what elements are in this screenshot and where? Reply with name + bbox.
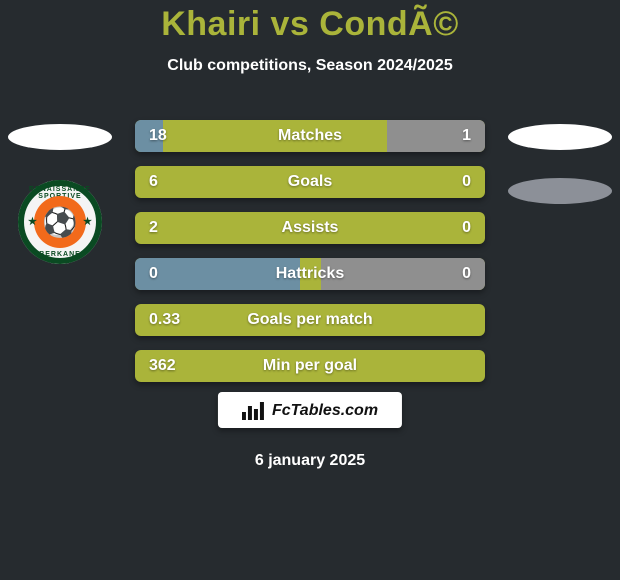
- star-icon: ★: [28, 217, 37, 228]
- stat-bar-value-left: 6: [149, 166, 158, 198]
- stat-bar: Min per goal362: [135, 350, 485, 382]
- club-badge: RENAISSANCE SPORTIVE ⚽ BERKANE ★ ★: [18, 180, 102, 264]
- stat-bar-label: Min per goal: [135, 350, 485, 382]
- soccer-ball-icon: ⚽: [42, 205, 78, 240]
- star-icon: ★: [83, 217, 92, 228]
- team-right-shape-1: [508, 124, 612, 150]
- stat-bar: Goals per match0.33: [135, 304, 485, 336]
- club-badge-inner: ⚽: [34, 196, 86, 248]
- stat-bars: Matches181Goals60Assists20Hattricks00Goa…: [135, 120, 485, 382]
- bars-logo-icon: [242, 402, 266, 420]
- brand-text: FcTables.com: [272, 402, 378, 420]
- club-badge-bottom-text: BERKANE: [18, 251, 102, 258]
- subtitle: Club competitions, Season 2024/2025: [0, 57, 620, 75]
- stat-bar-value-left: 18: [149, 120, 167, 152]
- stat-bar-value-left: 2: [149, 212, 158, 244]
- team-right-shape-2: [508, 178, 612, 204]
- date-text: 6 january 2025: [0, 452, 620, 470]
- stat-bar: Hattricks0 0: [135, 258, 485, 290]
- team-left-shape: [8, 124, 112, 150]
- stat-bar-value-right: 0: [462, 166, 471, 198]
- stat-bar: Goals6 0: [135, 166, 485, 198]
- stat-bar-label: Goals per match: [135, 304, 485, 336]
- comparison-infographic: Khairi vs CondÃ© Club competitions, Seas…: [0, 0, 620, 580]
- stat-bar: Matches18 1: [135, 120, 485, 152]
- brand-footer: FcTables.com: [218, 392, 402, 428]
- stat-bar-value-left: 0: [149, 258, 158, 290]
- stat-bar-value-right: 0: [462, 258, 471, 290]
- stat-bar-label: Assists: [135, 212, 485, 244]
- stat-bar-label: Matches: [135, 120, 485, 152]
- page-title: Khairi vs CondÃ©: [0, 6, 620, 43]
- stat-bar-value-left: 0.33: [149, 304, 180, 336]
- stat-bar: Assists2 0: [135, 212, 485, 244]
- stat-bar-label: Goals: [135, 166, 485, 198]
- stat-bar-value-right: 1: [462, 120, 471, 152]
- stat-bar-value-right: 0: [462, 212, 471, 244]
- stat-bar-label: Hattricks: [135, 258, 485, 290]
- stat-bar-value-left: 362: [149, 350, 176, 382]
